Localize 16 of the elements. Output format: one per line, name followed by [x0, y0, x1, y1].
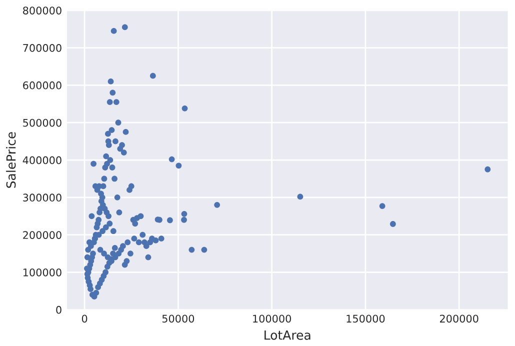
x-tick-label: 200000 — [440, 314, 478, 323]
y-axis-title: SalePrice — [6, 132, 16, 188]
y-tick-label: 400000 — [22, 156, 62, 164]
y-tick-label: 100000 — [23, 268, 62, 276]
x-tick-label: 150000 — [346, 314, 385, 323]
y-tick-label: 800000 — [23, 6, 62, 14]
y-tick-label: 200000 — [23, 231, 62, 239]
y-tick-label: 600000 — [23, 81, 62, 90]
x-tick-label: 100000 — [253, 314, 292, 323]
y-tick-label: 300000 — [23, 194, 62, 202]
y-tick-label: 700000 — [23, 44, 62, 52]
y-tick-label: 0 — [56, 306, 62, 314]
x-axis-title: LotArea — [264, 330, 310, 340]
x-tick-label: 0 — [82, 314, 88, 323]
y-tick-label: 500000 — [23, 118, 62, 127]
x-tick-label: 50000 — [162, 314, 194, 323]
